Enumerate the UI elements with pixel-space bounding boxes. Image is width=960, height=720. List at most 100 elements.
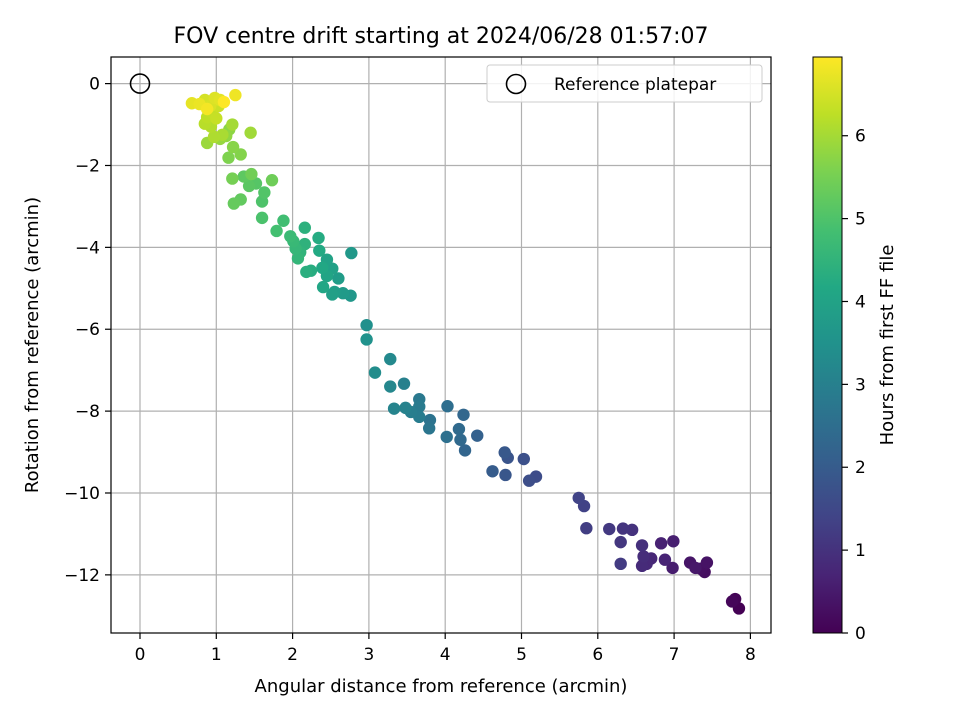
data-point	[312, 231, 325, 245]
data-point	[666, 561, 679, 575]
data-point	[277, 214, 290, 227]
data-point	[452, 422, 466, 436]
colorbar-gradient	[812, 56, 843, 634]
data-point	[658, 553, 672, 566]
data-point	[265, 174, 279, 187]
data-point	[226, 118, 239, 131]
y-axis-label: Rotation from reference (arcmin)	[22, 197, 43, 493]
data-point	[384, 352, 397, 366]
data-point	[700, 556, 714, 569]
y-tick-label: −10	[64, 484, 100, 504]
data-point	[689, 561, 702, 575]
colorbar-tick-label: 2	[855, 458, 866, 478]
y-tick-label: 0	[89, 75, 100, 95]
data-point	[210, 112, 223, 125]
data-point	[441, 400, 454, 413]
data-point	[316, 261, 329, 275]
x-tick-label: 0	[135, 645, 146, 665]
data-point	[517, 452, 530, 466]
y-tick-label: −2	[75, 156, 100, 176]
data-point	[284, 230, 297, 243]
data-point	[457, 408, 470, 421]
data-point	[486, 465, 499, 478]
data-point	[614, 557, 627, 571]
y-tick-label: −12	[64, 566, 100, 586]
data-point	[226, 172, 239, 185]
data-point	[387, 402, 401, 415]
colorbar: 0 1 2 3 4 5 6 Hours from first FF file	[812, 56, 898, 644]
data-point	[572, 491, 585, 505]
data-point	[200, 102, 214, 116]
x-tick-label: 3	[363, 645, 374, 665]
data-point	[298, 221, 312, 234]
data-point	[580, 521, 593, 535]
data-point	[616, 522, 630, 535]
y-tick-label: −4	[75, 238, 100, 258]
data-point	[440, 430, 453, 444]
data-point	[454, 433, 467, 446]
chart-title: FOV centre drift starting at 2024/06/28 …	[174, 24, 709, 49]
data-point	[499, 468, 512, 482]
data-point	[207, 130, 221, 144]
data-point	[226, 140, 240, 154]
grid-lines	[111, 57, 771, 633]
x-tick-label: 5	[516, 645, 527, 665]
data-point	[603, 522, 616, 536]
data-point	[360, 318, 373, 332]
data-point	[217, 95, 231, 109]
data-points	[185, 88, 746, 615]
data-point	[313, 244, 326, 257]
data-point	[471, 429, 484, 442]
data-point	[725, 595, 739, 608]
data-point	[635, 559, 649, 573]
colorbar-tick-label: 3	[855, 375, 866, 395]
x-tick-label: 1	[211, 645, 222, 665]
legend-marker	[505, 73, 527, 95]
x-tick-label: 6	[592, 645, 603, 665]
data-point	[258, 186, 271, 199]
data-point	[345, 246, 358, 260]
data-point	[637, 550, 650, 563]
x-axis-label: Angular distance from reference (arcmin)	[255, 676, 628, 697]
data-point	[384, 380, 397, 393]
data-point	[458, 444, 472, 457]
y-axis-ticks: 0 −2 −4 −6 −8 −10 −12	[64, 75, 111, 586]
reference-point-marker	[129, 73, 151, 94]
data-point	[422, 422, 436, 435]
x-tick-label: 2	[287, 645, 298, 665]
colorbar-ticks: 0 1 2 3 4 5 6	[842, 127, 866, 644]
data-point	[397, 377, 411, 390]
data-point	[291, 252, 305, 265]
data-point	[522, 474, 536, 487]
data-point	[399, 401, 412, 415]
data-point	[316, 280, 330, 294]
data-point	[368, 366, 382, 379]
data-point	[244, 126, 257, 139]
data-point	[242, 179, 256, 193]
data-point	[614, 535, 627, 549]
colorbar-tick-label: 6	[855, 127, 866, 147]
data-point	[234, 148, 247, 161]
data-point	[654, 537, 668, 550]
y-tick-label: −8	[75, 402, 100, 422]
data-point	[498, 446, 511, 459]
data-point	[667, 535, 680, 548]
x-axis-ticks: 0 1 2 3 4 5 6 7 8	[135, 633, 756, 665]
legend: Reference platepar	[486, 64, 763, 103]
data-point	[326, 288, 339, 301]
colorbar-tick-label: 1	[855, 541, 866, 561]
data-point	[227, 197, 241, 210]
data-point	[229, 88, 242, 102]
data-point	[625, 523, 639, 537]
colorbar-tick-label: 5	[855, 210, 866, 230]
y-tick-label: −6	[75, 320, 100, 340]
data-point	[300, 265, 313, 279]
data-point	[270, 224, 283, 238]
data-point	[245, 167, 258, 181]
legend-box	[486, 64, 763, 103]
data-point	[255, 211, 269, 225]
plot-frame	[110, 56, 772, 634]
data-point	[360, 333, 373, 346]
x-tick-label: 4	[440, 645, 451, 665]
